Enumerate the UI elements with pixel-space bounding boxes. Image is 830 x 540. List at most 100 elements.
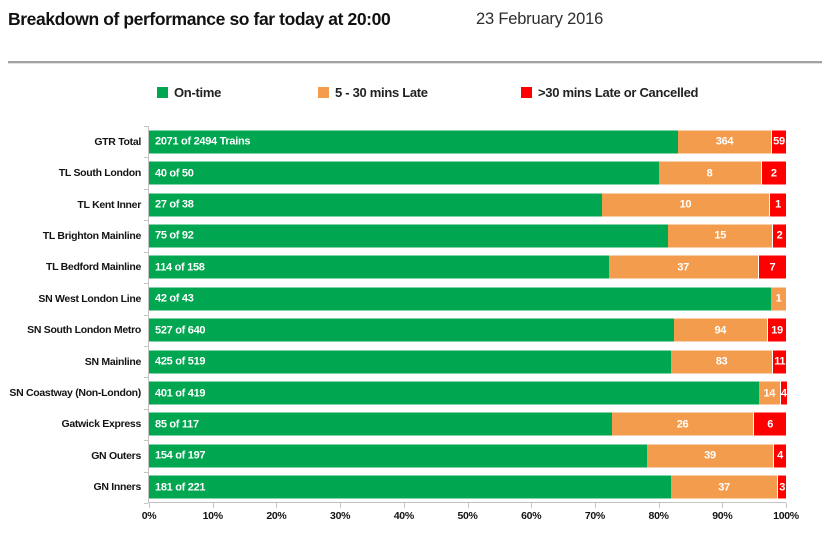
x-axis-label: 40% [393, 510, 414, 522]
segment-late: 37 [670, 475, 778, 499]
segment-very-late: 3 [777, 475, 786, 499]
bar-track: 181 of 221 37 3 [149, 475, 786, 499]
x-axis-label: 70% [584, 510, 605, 522]
segment-value: 85 of 117 [155, 418, 199, 431]
segment-on-time: 2071 of 2494 Trains [149, 130, 678, 154]
category-label: SN Mainline [84, 355, 142, 368]
segment-value: 83 [715, 355, 728, 368]
segment-on-time: 425 of 519 [149, 350, 671, 374]
bar-row: SN West London Line 42 of 43 1 [38, 283, 786, 314]
x-axis-tick [403, 503, 405, 508]
segment-on-time: 40 of 50 [149, 161, 659, 185]
segment-value: 4 [777, 449, 783, 462]
segment-value: 19 [771, 324, 783, 337]
x-axis-tick [594, 503, 596, 508]
legend-label: >30 mins Late or Cancelled [538, 85, 699, 100]
x-axis-label: 60% [521, 510, 542, 522]
x-axis-label: 30% [330, 510, 351, 522]
segment-value: 2 [776, 229, 783, 242]
category-label: SN West London Line [38, 292, 141, 305]
segment-on-time: 27 of 38 [149, 193, 602, 217]
segment-value: 94 [714, 324, 727, 337]
segment-value: 425 of 519 [155, 355, 206, 368]
bar-track: 2071 of 2494 Trains 364 59 [149, 130, 786, 154]
bar-track: 154 of 197 39 4 [149, 444, 786, 468]
segment-late: 26 [611, 412, 754, 436]
segment-late: 37 [608, 255, 758, 279]
x-axis-label: 20% [266, 510, 287, 522]
segment-late: 94 [673, 318, 768, 342]
category-label: TL Brighton Mainline [42, 229, 142, 242]
bar-track: 527 of 640 94 19 [149, 318, 786, 342]
x-axis-label: 50% [457, 510, 478, 522]
x-axis-tick [467, 503, 469, 508]
segment-very-late: 6 [753, 412, 786, 436]
segment-very-late: 19 [767, 318, 786, 342]
x-axis-tick [658, 503, 660, 508]
segment-value: 527 of 640 [155, 324, 206, 337]
segment-value: 4 [780, 387, 787, 400]
legend-item-1: 5 - 30 mins Late [318, 85, 428, 100]
segment-value: 364 [715, 135, 734, 148]
bar-track: 75 of 92 15 2 [149, 224, 786, 248]
segment-on-time: 114 of 158 [149, 255, 609, 279]
segment-value: 27 of 38 [155, 198, 194, 211]
x-axis-tick [786, 503, 787, 508]
category-label: SN South London Metro [27, 324, 141, 337]
bar-chart-plot: GTR Total 2071 of 2494 Trains 364 59 TL Sout… [9, 126, 799, 522]
segment-value: 114 of 158 [155, 261, 205, 274]
category-label: TL Kent Inner [77, 198, 141, 211]
segment-value: 181 of 221 [155, 481, 206, 494]
segment-very-late: 59 [770, 130, 786, 154]
bar-row: TL Kent Inner 27 of 38 10 1 [77, 189, 786, 220]
x-axis-tick [276, 503, 278, 508]
y-axis-tick [144, 220, 148, 221]
segment-on-time: 85 of 117 [149, 412, 612, 436]
segment-value: 11 [774, 355, 786, 368]
y-axis-tick [144, 252, 148, 253]
segment-on-time: 42 of 43 [149, 287, 772, 311]
segment-very-late: 4 [779, 381, 787, 405]
segment-value: 39 [704, 449, 716, 462]
x-axis-label: 100% [773, 510, 799, 522]
page-title: Breakdown of performance so far today at… [8, 9, 391, 29]
segment-value: 7 [769, 261, 776, 274]
segment-value: 1 [775, 198, 781, 211]
segment-late: 8 [658, 161, 761, 185]
segment-late: 10 [601, 193, 770, 217]
segment-on-time: 401 of 419 [149, 381, 759, 405]
segment-value: 1 [775, 292, 782, 305]
x-axis-label: 80% [648, 510, 669, 522]
legend-item-0: On-time [157, 85, 221, 100]
segment-value: 75 of 92 [155, 229, 194, 242]
segment-late: 39 [646, 444, 774, 468]
segment-on-time: 527 of 640 [149, 318, 674, 342]
bar-row: SN Mainline 425 of 519 83 11 [85, 346, 786, 377]
category-label: Gatwick Express [61, 418, 141, 431]
segment-very-late: 7 [757, 255, 786, 279]
segment-value: 6 [767, 418, 774, 431]
segment-value: 401 of 419 [155, 387, 206, 400]
segment-on-time: 75 of 92 [149, 224, 669, 248]
bar-row: GN Inners 181 of 221 37 3 [94, 472, 786, 503]
x-axis-tick [212, 503, 214, 508]
segment-value: 8 [706, 167, 713, 180]
segment-on-time: 181 of 221 [149, 475, 671, 499]
segment-value: 10 [679, 198, 692, 211]
segment-value: 26 [676, 418, 689, 431]
segment-value: 14 [763, 387, 776, 400]
segment-value: 2 [770, 167, 777, 180]
segment-value: 154 of 197 [155, 449, 206, 462]
legend-swatch-icon [157, 87, 168, 98]
y-axis-tick [144, 377, 148, 378]
bar-row: SN South London Metro 527 of 640 94 19 [27, 315, 786, 346]
category-label: GN Outers [91, 449, 141, 462]
bar-row: TL Bedford Mainline 114 of 158 37 7 [46, 252, 786, 283]
legend-label: On-time [174, 85, 222, 100]
legend-label: 5 - 30 mins Late [335, 85, 428, 100]
y-axis-tick [144, 283, 148, 284]
x-axis-tick [722, 503, 724, 508]
segment-on-time: 154 of 197 [149, 444, 647, 468]
y-axis-tick [144, 503, 148, 504]
legend-item-2: >30 mins Late or Cancelled [521, 85, 698, 100]
